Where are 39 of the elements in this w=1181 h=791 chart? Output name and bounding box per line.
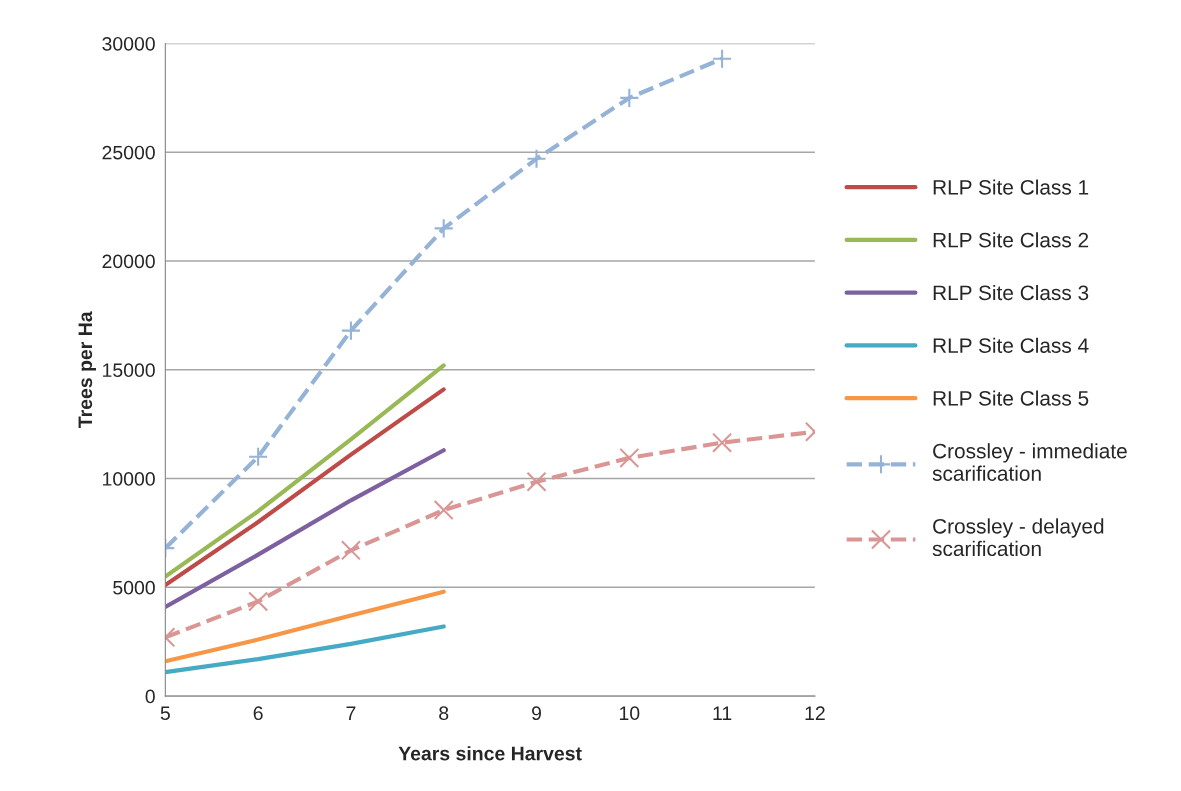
point [619,87,640,108]
point [526,148,547,169]
point [248,446,269,467]
x-tick-label: 7 [346,706,356,720]
x-tick-label: 5 [160,706,170,721]
point [340,320,361,341]
legend-label: Crossley - delayed scarification [932,518,1104,557]
y-tick-label: 25000 [102,145,155,160]
legend-label: Crossley - immediate scarification [932,443,1127,481]
point [340,540,361,561]
x-tick-label: 9 [532,706,541,721]
y-tick-label: 15000 [103,363,155,378]
y-tick-label: 10000 [103,472,155,486]
point [526,471,547,492]
point [712,432,733,453]
y-tick-label: 30000 [102,36,155,51]
point [433,218,454,239]
x-tick-label: 10 [619,706,640,721]
y-axis-title: Trees per Ha [78,311,96,428]
y-tick-label: 0 [145,689,155,704]
point [248,591,269,612]
line-series [165,589,446,664]
legend-label: RLP Site Class 4 [933,337,1089,353]
x-axis-title: Years since Harvest [398,746,582,761]
point [433,500,454,521]
x-tick-label: 12 [805,706,825,720]
line-series [165,448,446,609]
y-tick-label: 5000 [113,580,155,595]
legend-label: RLP Site Class 3 [933,284,1089,301]
x-tick-label: 6 [253,706,263,721]
line-series [165,624,446,675]
x-tick-label: 11 [713,706,732,720]
x-tick-label: 8 [439,706,449,721]
legend-label: RLP Site Class 1 [933,179,1089,195]
legend-label: RLP Site Class 5 [933,390,1089,406]
y-tick-label: 20000 [102,254,155,269]
point [712,48,733,69]
point [619,447,640,468]
legend-label: RLP Site Class 2 [933,232,1089,248]
